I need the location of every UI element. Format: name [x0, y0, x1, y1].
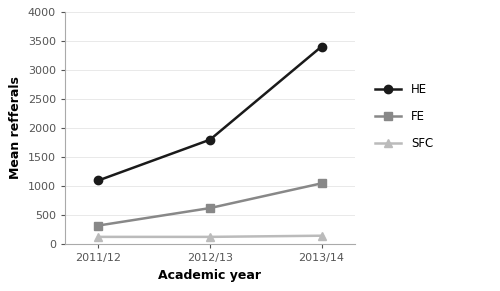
HE — [207, 138, 213, 141]
X-axis label: Academic year: Academic year — [158, 269, 262, 282]
Line: HE: HE — [94, 42, 326, 184]
Y-axis label: Mean refferals: Mean refferals — [10, 77, 22, 180]
Legend: HE, FE, SFC: HE, FE, SFC — [376, 83, 433, 150]
HE — [96, 179, 102, 182]
HE — [318, 45, 324, 48]
Line: FE: FE — [94, 179, 326, 230]
FE — [96, 224, 102, 227]
SFC — [207, 235, 213, 239]
FE — [207, 206, 213, 210]
Line: SFC: SFC — [94, 232, 326, 241]
FE — [318, 182, 324, 185]
SFC — [96, 235, 102, 239]
SFC — [318, 234, 324, 237]
